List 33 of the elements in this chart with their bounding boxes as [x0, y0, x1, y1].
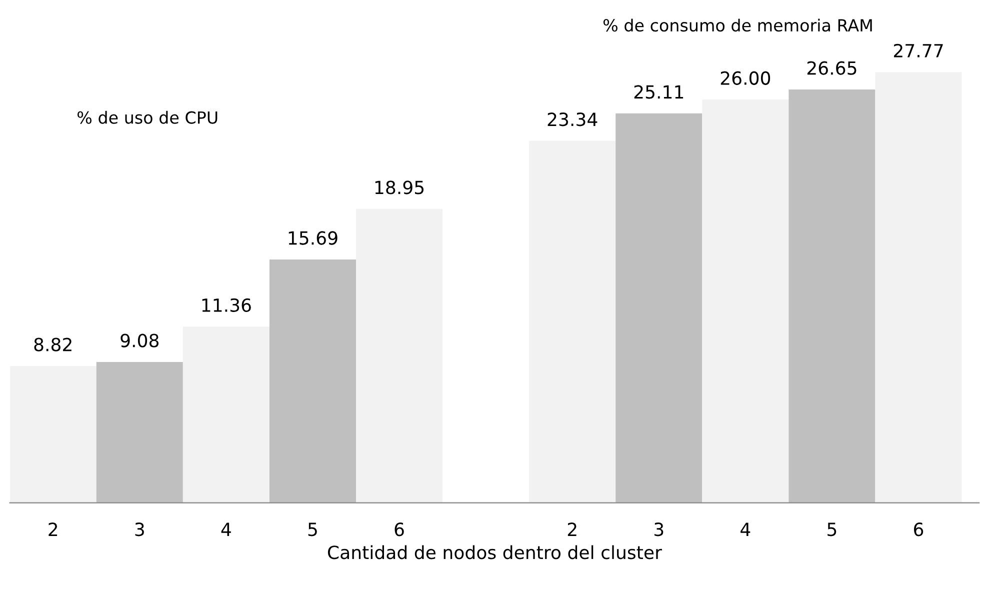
- bar: [269, 259, 356, 503]
- bar: [356, 208, 443, 503]
- data-label: 15.69: [288, 231, 338, 245]
- bar: [96, 362, 183, 503]
- data-label: 9.08: [120, 334, 159, 348]
- data-label: 26.00: [720, 71, 770, 85]
- data-label: 25.11: [634, 85, 684, 99]
- x-axis-title: Cantidad de nodos dentro del cluster: [328, 545, 662, 560]
- x-tick-label: 2: [568, 522, 576, 536]
- bar: [788, 89, 876, 503]
- data-label: 8.82: [34, 338, 72, 352]
- x-tick-label: 4: [221, 522, 231, 536]
- data-label: 27.77: [894, 44, 943, 58]
- x-tick-label: 4: [740, 522, 750, 536]
- x-tick-label: 2: [48, 522, 58, 536]
- annotation: % de uso de CPU: [78, 110, 218, 124]
- x-tick-label: 5: [308, 522, 317, 536]
- bar: [10, 366, 96, 503]
- data-label: 26.65: [807, 61, 856, 75]
- bar: [702, 100, 789, 503]
- x-tick-label: 5: [828, 522, 836, 536]
- text: % de consumo de memoria RAM: [603, 18, 872, 32]
- data-label: 23.34: [548, 112, 598, 126]
- data-label: 18.95: [375, 180, 424, 194]
- x-tick-label: 6: [914, 522, 924, 536]
- data-label: 11.36: [202, 298, 251, 312]
- x-tick-label: 3: [654, 522, 664, 536]
- x-tick-label: 3: [135, 522, 144, 536]
- bar: [529, 140, 616, 503]
- bar: [875, 72, 962, 503]
- bar: [616, 113, 702, 503]
- bar: [182, 326, 270, 503]
- x-tick-label: 6: [394, 522, 404, 536]
